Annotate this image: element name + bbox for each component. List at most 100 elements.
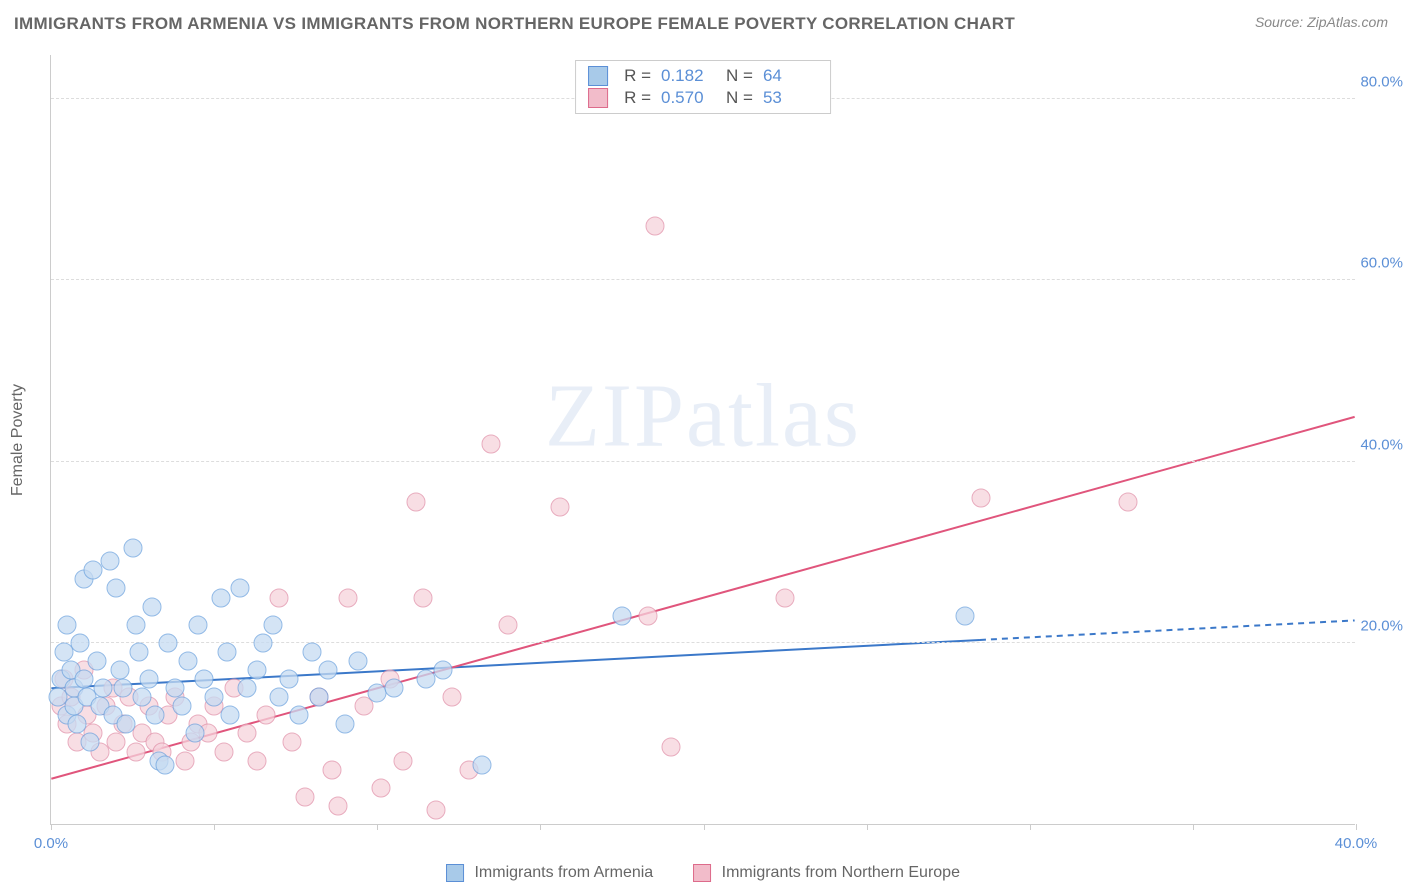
gridline <box>51 642 1355 643</box>
data-point <box>498 615 517 634</box>
data-point <box>231 579 250 598</box>
legend-item-neurope: Immigrants from Northern Europe <box>693 864 960 882</box>
data-point <box>130 642 149 661</box>
data-point <box>348 651 367 670</box>
data-point <box>482 434 501 453</box>
data-point <box>237 724 256 743</box>
legend-n-value: 53 <box>763 88 818 108</box>
x-tick <box>1193 824 1194 830</box>
x-tick <box>540 824 541 830</box>
data-point <box>384 679 403 698</box>
data-point <box>407 493 426 512</box>
y-tick-label: 40.0% <box>1360 436 1403 453</box>
data-point <box>433 661 452 680</box>
data-point <box>74 670 93 689</box>
data-point <box>661 738 680 757</box>
x-tick <box>1356 824 1357 830</box>
data-point <box>211 588 230 607</box>
x-tick <box>214 824 215 830</box>
legend-r-value: 0.182 <box>661 66 716 86</box>
legend-label: Immigrants from Armenia <box>474 864 653 881</box>
watermark: ZIPatlas <box>545 365 861 468</box>
data-point <box>100 552 119 571</box>
y-axis-label: Female Poverty <box>9 384 27 496</box>
data-point <box>426 801 445 820</box>
data-point <box>329 796 348 815</box>
data-point <box>126 742 145 761</box>
chart-title: IMMIGRANTS FROM ARMENIA VS IMMIGRANTS FR… <box>14 14 1015 34</box>
data-point <box>263 615 282 634</box>
data-point <box>117 715 136 734</box>
swatch-icon <box>693 864 711 882</box>
data-point <box>165 679 184 698</box>
gridline <box>51 279 1355 280</box>
y-tick-label: 80.0% <box>1360 74 1403 91</box>
data-point <box>139 670 158 689</box>
data-point <box>110 661 129 680</box>
swatch-icon <box>446 864 464 882</box>
data-point <box>270 588 289 607</box>
correlation-legend: R = 0.182 N = 64 R = 0.570 N = 53 <box>575 60 831 114</box>
data-point <box>338 588 357 607</box>
data-point <box>335 715 354 734</box>
y-tick-label: 20.0% <box>1360 617 1403 634</box>
data-point <box>776 588 795 607</box>
legend-row: R = 0.182 N = 64 <box>588 65 818 87</box>
data-point <box>185 724 204 743</box>
data-point <box>322 760 341 779</box>
trend-lines <box>51 55 1355 824</box>
data-point <box>289 706 308 725</box>
x-tick <box>377 824 378 830</box>
data-point <box>143 597 162 616</box>
data-point <box>254 633 273 652</box>
data-point <box>280 670 299 689</box>
data-point <box>188 615 207 634</box>
x-tick-label: 0.0% <box>34 835 68 852</box>
x-tick <box>51 824 52 830</box>
data-point <box>394 751 413 770</box>
x-tick-label: 40.0% <box>1335 835 1378 852</box>
data-point <box>443 688 462 707</box>
data-point <box>645 217 664 236</box>
legend-r: R = <box>624 66 651 86</box>
data-point <box>550 497 569 516</box>
data-point <box>296 787 315 806</box>
data-point <box>270 688 289 707</box>
data-point <box>955 606 974 625</box>
data-point <box>133 688 152 707</box>
data-point <box>309 688 328 707</box>
data-point <box>159 633 178 652</box>
data-point <box>87 651 106 670</box>
data-point <box>214 742 233 761</box>
legend-r-value: 0.570 <box>661 88 716 108</box>
legend-label: Immigrants from Northern Europe <box>722 864 960 881</box>
x-legend: Immigrants from Armenia Immigrants from … <box>446 864 960 882</box>
data-point <box>156 756 175 775</box>
y-tick-label: 60.0% <box>1360 255 1403 272</box>
data-point <box>71 633 90 652</box>
legend-r: R = <box>624 88 651 108</box>
legend-n: N = <box>726 88 753 108</box>
data-point <box>81 733 100 752</box>
legend-n-value: 64 <box>763 66 818 86</box>
data-point <box>195 670 214 689</box>
data-point <box>472 756 491 775</box>
data-point <box>218 642 237 661</box>
data-point <box>172 697 191 716</box>
legend-item-armenia: Immigrants from Armenia <box>446 864 653 882</box>
legend-n: N = <box>726 66 753 86</box>
data-point <box>247 661 266 680</box>
legend-row: R = 0.570 N = 53 <box>588 87 818 109</box>
data-point <box>612 606 631 625</box>
source-label: Source: ZipAtlas.com <box>1255 14 1388 30</box>
data-point <box>247 751 266 770</box>
swatch-icon <box>588 66 608 86</box>
data-point <box>123 538 142 557</box>
data-point <box>413 588 432 607</box>
data-point <box>639 606 658 625</box>
plot-area: ZIPatlas 20.0%40.0%60.0%80.0%0.0%40.0% <box>50 55 1355 825</box>
data-point <box>257 706 276 725</box>
data-point <box>68 715 87 734</box>
gridline <box>51 461 1355 462</box>
data-point <box>221 706 240 725</box>
